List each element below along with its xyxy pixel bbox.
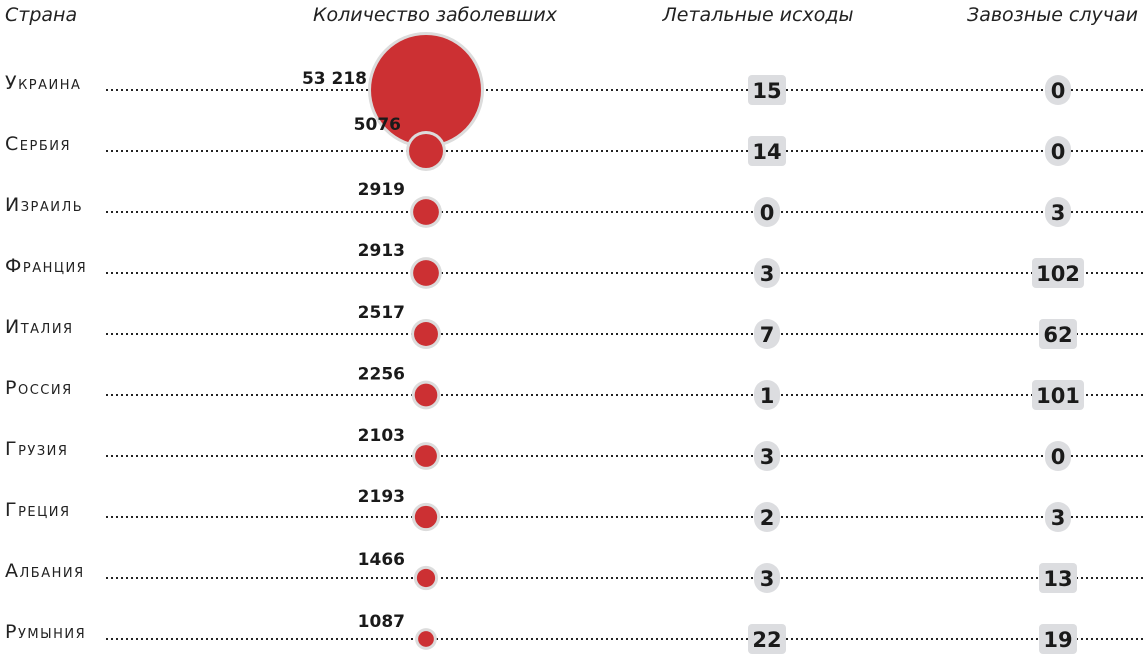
cases-label: 2919 <box>358 180 405 200</box>
imported-value: 19 <box>1043 628 1072 652</box>
deaths-value: 22 <box>752 628 781 652</box>
deaths-badge <box>754 197 780 227</box>
cases-bubble <box>416 568 436 588</box>
cases-bubble <box>418 631 434 647</box>
column-header: Завозные случаи <box>967 4 1138 26</box>
column-header: Летальные исходы <box>662 4 854 26</box>
cases-bubble <box>371 35 481 145</box>
deaths-value: 3 <box>760 445 775 469</box>
country-name: Грузия <box>5 438 68 460</box>
imported-badge <box>1045 75 1071 105</box>
cases-label: 53 218 <box>302 69 367 89</box>
cases-label: 2256 <box>358 365 405 385</box>
imported-value: 3 <box>1051 506 1066 530</box>
cases-label: 5076 <box>354 115 401 135</box>
imported-badge <box>1039 319 1077 349</box>
cases-bubble <box>414 505 438 529</box>
deaths-badge <box>754 563 780 593</box>
imported-badge <box>1039 624 1077 654</box>
imported-badge <box>1045 136 1071 166</box>
deaths-badge <box>754 441 780 471</box>
imported-badge <box>1032 258 1084 288</box>
country-name: Израиль <box>5 194 83 216</box>
imported-badge <box>1045 441 1071 471</box>
cases-bubble <box>413 199 439 225</box>
country-name: Италия <box>5 316 74 338</box>
cases-bubble <box>413 260 439 286</box>
cases-label: 2517 <box>358 303 405 323</box>
cases-label: 2913 <box>358 241 405 261</box>
deaths-value: 15 <box>752 79 781 103</box>
column-header: Количество заболевших <box>313 4 558 26</box>
country-name: Украина <box>5 72 81 94</box>
deaths-value: 1 <box>760 384 775 408</box>
deaths-badge <box>754 502 780 532</box>
cases-label: 1087 <box>358 612 405 632</box>
column-header: Страна <box>5 4 77 26</box>
deaths-value: 3 <box>760 262 775 286</box>
imported-badge <box>1032 380 1084 410</box>
deaths-badge <box>748 136 786 166</box>
deaths-value: 14 <box>752 140 781 164</box>
cases-bubble <box>414 383 438 407</box>
deaths-badge <box>754 258 780 288</box>
cases-bubble <box>409 134 443 168</box>
imported-badge <box>1045 502 1071 532</box>
deaths-badge <box>748 624 786 654</box>
imported-value: 101 <box>1036 384 1080 408</box>
imported-value: 0 <box>1051 140 1066 164</box>
country-name: Румыния <box>5 621 86 643</box>
cases-label: 2193 <box>358 487 405 507</box>
country-name: Россия <box>5 377 73 399</box>
imported-value: 13 <box>1043 567 1072 591</box>
cases-bubble <box>415 445 437 467</box>
country-name: Франция <box>5 255 87 277</box>
cases-label: 1466 <box>358 550 405 570</box>
cases-label: 2103 <box>358 426 405 446</box>
cases-bubble <box>414 322 438 346</box>
imported-value: 102 <box>1036 262 1080 286</box>
country-name: Сербия <box>5 133 71 155</box>
deaths-value: 0 <box>760 201 775 225</box>
country-name: Греция <box>5 499 71 521</box>
imported-value: 0 <box>1051 79 1066 103</box>
imported-value: 0 <box>1051 445 1066 469</box>
deaths-value: 7 <box>760 323 775 347</box>
imported-badge <box>1045 197 1071 227</box>
deaths-value: 2 <box>760 506 775 530</box>
imported-value: 3 <box>1051 201 1066 225</box>
imported-badge <box>1039 563 1077 593</box>
deaths-badge <box>754 380 780 410</box>
deaths-badge <box>754 319 780 349</box>
deaths-value: 3 <box>760 567 775 591</box>
imported-value: 62 <box>1043 323 1072 347</box>
deaths-badge <box>748 75 786 105</box>
country-name: Албания <box>5 560 85 582</box>
